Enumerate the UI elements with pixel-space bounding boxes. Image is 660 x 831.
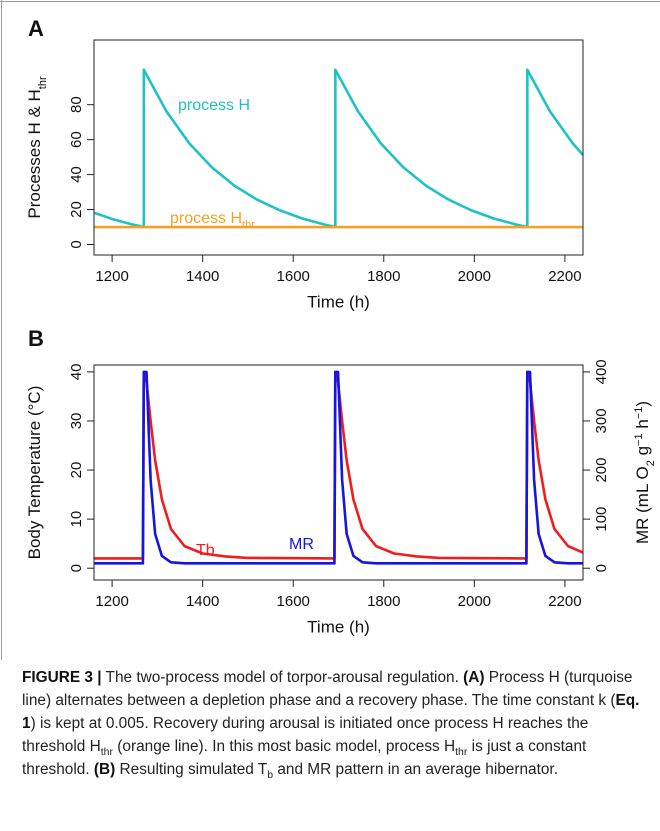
y2-tick-label: 100 <box>593 507 610 532</box>
y2-tick-label: 0 <box>593 564 610 572</box>
caption-text: Process H (turquoise line) alternates be… <box>22 669 633 709</box>
caption-text: (orange line). In this most basic model,… <box>112 738 456 755</box>
x-tick-label: 1200 <box>95 268 128 285</box>
x-axis-label: Time (h) <box>307 617 370 636</box>
x-axis-label: Time (h) <box>307 292 370 311</box>
plot-box <box>93 364 584 581</box>
caption-text: Eq. 1 <box>22 692 640 732</box>
caption-text: thr <box>100 746 113 759</box>
y-tick-label: 0 <box>68 564 85 572</box>
series-name: MR <box>289 536 314 553</box>
caption-text: b <box>267 769 274 782</box>
panel-label: A <box>28 16 44 41</box>
caption-text: ) is kept at 0.005. Recovery during arou… <box>22 715 589 755</box>
x-tick-label: 1400 <box>186 593 219 610</box>
label-part: Processes H & H <box>25 89 44 218</box>
x-tick-label: 1800 <box>367 268 400 285</box>
series-label: process H <box>178 97 250 114</box>
series-label: process Hthr <box>170 210 255 231</box>
caption-text: Resulting simulated T <box>115 761 268 778</box>
label-part: 2 <box>645 460 657 466</box>
plot-box <box>93 39 584 256</box>
series-label: Tb <box>196 542 215 559</box>
x-tick-label: 2200 <box>548 593 581 610</box>
x-tick-label: 1200 <box>95 593 128 610</box>
series-name: Tb <box>196 542 215 559</box>
label-part: ) <box>633 401 652 407</box>
y-tick-label: 0 <box>68 240 85 248</box>
y-tick-label: 40 <box>68 364 85 381</box>
label-part: h <box>633 419 652 433</box>
label-part: −1 <box>633 433 645 446</box>
y-tick-label: 20 <box>68 462 85 479</box>
y-tick-label: 60 <box>68 131 85 148</box>
y-tick-label: 30 <box>68 413 85 430</box>
x-tick-label: 2000 <box>458 593 491 610</box>
y-tick-label: 40 <box>68 166 85 183</box>
caption-text: and MR pattern in an average hibernator. <box>273 761 558 778</box>
series-line <box>94 370 584 560</box>
label-part: g <box>633 446 652 460</box>
x-tick-label: 1400 <box>186 268 219 285</box>
label-part: MR (mL O <box>633 466 652 544</box>
caption-text: The two-process model of torpor-arousal … <box>101 669 464 686</box>
y2-axis-label: MR (mL O2 g−1 h−1) <box>633 401 657 544</box>
label-part: Body Temperature (°C) <box>25 386 44 560</box>
x-tick-label: 2200 <box>548 268 581 285</box>
series-label: MR <box>289 536 314 553</box>
caption-text: FIGURE 3 | <box>22 669 102 686</box>
y-tick-label: 80 <box>68 96 85 113</box>
caption-text: (A) <box>463 669 485 686</box>
caption-text: (B) <box>93 761 116 778</box>
y2-tick-label: 400 <box>593 359 610 384</box>
series-line <box>94 370 583 565</box>
x-tick-label: 1800 <box>367 593 400 610</box>
y-tick-label: 10 <box>68 511 85 528</box>
y2-tick-label: 200 <box>593 458 610 483</box>
figure-caption: FIGURE 3 | The two-process model of torp… <box>22 666 640 781</box>
y2-tick-label: 300 <box>593 408 610 433</box>
x-tick-label: 1600 <box>277 593 310 610</box>
x-tick-label: 2000 <box>458 268 491 285</box>
caption-text: is just a constant threshold. <box>22 738 587 778</box>
y-tick-label: 20 <box>68 201 85 218</box>
label-part: −1 <box>633 407 645 420</box>
series-name: process H <box>178 97 250 114</box>
series-line <box>93 68 584 229</box>
series-name-sub: thr <box>242 219 255 231</box>
y-axis-label: Body Temperature (°C) <box>25 386 44 560</box>
series-name: process H <box>170 210 242 227</box>
panel-label: B <box>28 326 44 351</box>
caption-text: thr <box>455 746 468 759</box>
y-axis-label: Processes H & Hthr <box>25 76 49 219</box>
label-part: thr <box>37 76 49 89</box>
x-tick-label: 1600 <box>277 268 310 285</box>
